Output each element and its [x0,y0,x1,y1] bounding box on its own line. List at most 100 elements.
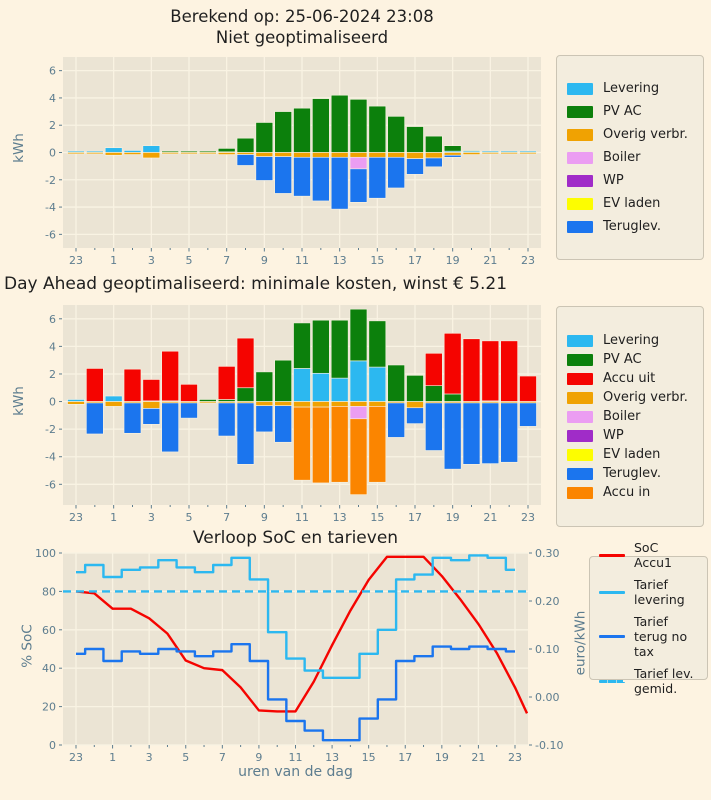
bar-segment [86,368,104,402]
tick-label: 0 [49,147,56,160]
bar-segment [425,385,443,402]
bar-segment [217,402,236,437]
bar-segment [349,360,368,402]
tick-label: 0 [49,739,56,752]
bar-segment [425,135,443,153]
legend-swatch-tarief-terug-no-tax [599,635,625,638]
legend-item: PV AC [567,104,693,119]
legend-label: Accu in [603,485,651,500]
bar-segment [406,375,424,402]
chart1-legend: Levering PV AC Overig verbr. Boiler WP EV lad… [556,55,704,260]
legend-swatch-accu-uit [567,372,593,385]
bar-segment [161,350,179,402]
bar-segment [67,401,85,405]
tick-label: 13 [333,254,347,267]
bar-segment [142,379,161,402]
series-levering [67,360,387,402]
legend-label: EV laden [603,196,661,211]
bar-segment [293,156,311,197]
bar-segment [274,111,292,153]
bar-segment [180,152,198,155]
bar-segment [180,402,198,419]
legend-item: Overig verbr. [567,127,693,142]
legend-label: Boiler [603,150,641,165]
bar-segment [312,98,330,153]
series-teruglev- [86,402,537,470]
bar-segment [330,156,349,210]
tick-label: 23 [69,511,83,524]
chart1-title: Berekend op: 25-06-2024 23:08 Niet geopt… [63,6,541,48]
bar-segment [86,402,104,435]
bar-segment [236,154,255,166]
legend-swatch-pv-ac [567,353,593,366]
tick-label: -2 [45,423,56,436]
bar-segment [368,366,387,402]
tick-label: 17 [398,751,412,762]
legend-label: Levering [603,333,660,348]
series-tarief-levering [76,554,515,679]
tick-label: 0.20 [535,595,560,608]
bar-segment [500,152,518,155]
legend-item: Tarief levering [599,577,698,607]
tick-label: 19 [446,254,460,267]
bar-segment [349,308,368,362]
bar-segment [293,107,311,153]
tick-label: 9 [255,751,262,762]
bar-segment [67,152,85,155]
legend-item: Levering [567,333,693,348]
legend-label: PV AC [603,352,642,367]
legend-label: Teruglev. [603,219,661,234]
legend-swatch-tarief-lev-gemid- [599,679,625,683]
tick-label: 21 [471,751,485,762]
bar-segment [368,401,387,407]
bar-segment [312,156,330,202]
bar-segment [330,401,349,407]
tick-label: -4 [45,201,56,214]
bar-segment [142,408,161,425]
tick-label: -0.10 [535,739,563,752]
tick-label: -6 [45,228,56,241]
bar-segment [387,156,405,189]
series-pv-ac [142,308,500,402]
legend-item: Overig verbr. [567,390,693,405]
legend-swatch-levering [567,82,593,95]
series-accu-in [293,406,387,495]
series-boiler [349,406,368,420]
bar-segment [406,126,424,153]
tick-label: 7 [223,511,230,524]
legend-item: Tarief terug no tax [599,614,698,659]
bar-segment [425,352,443,386]
bar-segment [443,145,462,152]
bar-segment [349,156,368,170]
bar-segment [236,387,255,402]
bar-segment [330,406,349,483]
legend-swatch-teruglev- [567,467,593,480]
bar-segment [443,402,462,470]
bar-segment [217,399,236,402]
bar-segment [274,156,292,194]
tick-label: 7 [219,751,226,762]
bar-segment [236,137,255,153]
bar-segment [104,152,123,156]
bar-segment [330,319,349,379]
bar-segment [330,152,349,158]
tick-label: 100 [35,547,56,560]
bar-segment [142,401,161,409]
tick-label: 7 [223,254,230,267]
tick-label: 17 [408,254,422,267]
bar-segment [274,401,292,406]
bar-segment [443,393,462,402]
bar-segment [349,406,368,420]
tick-label: -4 [45,451,56,464]
bar-segment [519,402,537,427]
bar-segment [255,152,274,157]
bar-segment [330,377,349,402]
legend-label: Tarief lev. gemid. [634,666,694,696]
legend-swatch-pv-ac [567,105,593,118]
legend-swatch-wp [567,429,593,442]
bar-segment [274,405,292,443]
tick-label: 17 [408,511,422,524]
bar-segment [104,401,123,407]
